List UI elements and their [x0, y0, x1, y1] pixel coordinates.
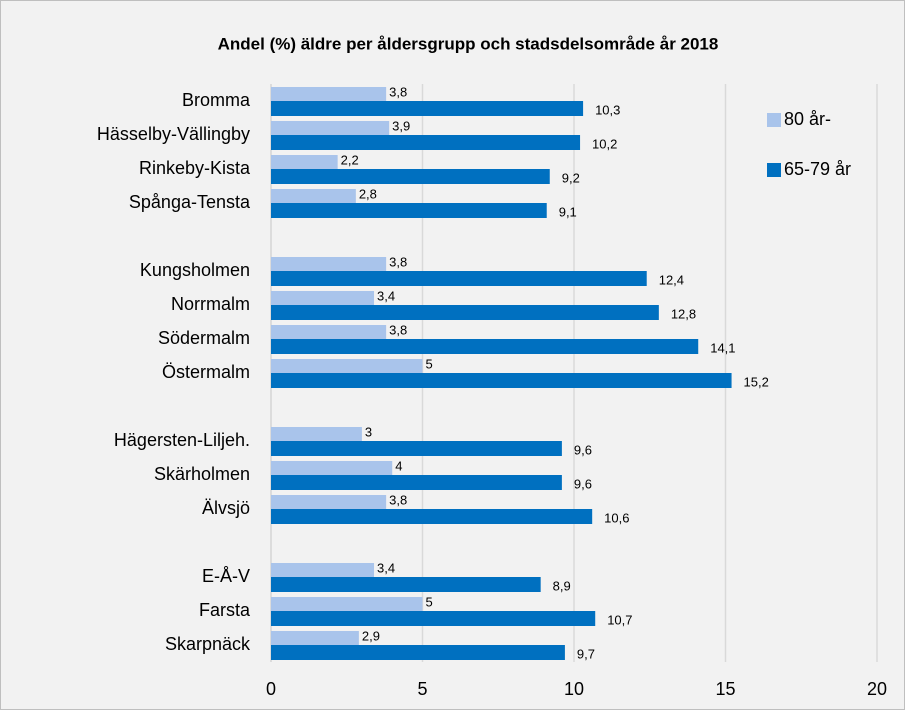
legend-label: 65-79 år: [784, 159, 851, 179]
value-label: 2,2: [341, 152, 359, 167]
category-label: Hässelby-Vällingby: [97, 124, 250, 144]
x-tick-label: 0: [266, 679, 276, 699]
category-label: Skärholmen: [154, 464, 250, 484]
category-label: E-Å-V: [202, 566, 250, 586]
bar: [271, 461, 393, 475]
value-label: 9,7: [577, 646, 595, 661]
value-label: 3,8: [389, 322, 407, 337]
x-tick-label: 20: [867, 679, 887, 699]
value-label: 4: [395, 458, 402, 473]
value-label: 12,8: [671, 306, 696, 321]
value-label: 15,2: [744, 374, 769, 389]
value-label: 9,6: [574, 442, 592, 457]
value-label: 9,1: [559, 204, 577, 219]
bar: [271, 597, 423, 611]
bar: [271, 101, 584, 116]
bar: [271, 121, 390, 135]
value-label: 10,7: [607, 612, 632, 627]
bar: [271, 611, 596, 626]
value-label: 3: [365, 424, 372, 439]
bar: [271, 495, 387, 509]
bar: [271, 271, 647, 286]
category-label: Norrmalm: [171, 294, 250, 314]
category-label: Älvsjö: [202, 498, 250, 518]
category-label: Östermalm: [162, 362, 250, 382]
bar: [271, 189, 356, 203]
bar: [271, 325, 387, 339]
category-label: Farsta: [199, 600, 251, 620]
value-label: 9,6: [574, 476, 592, 491]
bar: [271, 645, 565, 660]
bar: [271, 427, 362, 441]
x-tick-label: 15: [715, 679, 735, 699]
legend-label: 80 år-: [784, 109, 831, 129]
bar: [271, 339, 699, 354]
value-label: 3,4: [377, 288, 395, 303]
category-label: Södermalm: [158, 328, 250, 348]
value-label: 2,9: [362, 628, 380, 643]
x-tick-label: 5: [417, 679, 427, 699]
bar: [271, 257, 387, 271]
value-label: 3,8: [389, 254, 407, 269]
bar: [271, 155, 338, 169]
bar: [271, 169, 550, 184]
category-label: Skarpnäck: [165, 634, 251, 654]
bar: [271, 373, 732, 388]
value-label: 5: [426, 594, 433, 609]
bar: [271, 359, 423, 373]
bar: [271, 203, 547, 218]
category-label: Spånga-Tensta: [129, 192, 251, 212]
category-label: Rinkeby-Kista: [139, 158, 251, 178]
legend-swatch: [767, 113, 781, 127]
value-label: 12,4: [659, 272, 684, 287]
value-label: 10,3: [595, 102, 620, 117]
bar: [271, 509, 593, 524]
value-label: 9,2: [562, 170, 580, 185]
value-label: 3,4: [377, 560, 395, 575]
value-label: 10,2: [592, 136, 617, 151]
bar: [271, 135, 581, 150]
bar: [271, 577, 541, 592]
value-label: 10,6: [604, 510, 629, 525]
value-label: 3,9: [392, 118, 410, 133]
value-label: 3,8: [389, 84, 407, 99]
category-label: Hägersten-Liljeh.: [114, 430, 250, 450]
bar: [271, 305, 659, 320]
category-label: Bromma: [182, 90, 251, 110]
legend-swatch: [767, 163, 781, 177]
bar: [271, 87, 387, 101]
value-label: 5: [426, 356, 433, 371]
bar: [271, 441, 562, 456]
value-label: 2,8: [359, 186, 377, 201]
bar: [271, 563, 375, 577]
bar: [271, 631, 359, 645]
x-tick-label: 10: [564, 679, 584, 699]
bar: [271, 291, 375, 305]
chart-title: Andel (%) äldre per åldersgrupp och stad…: [218, 34, 719, 53]
value-label: 3,8: [389, 492, 407, 507]
category-label: Kungsholmen: [140, 260, 250, 280]
bar: [271, 475, 562, 490]
value-label: 8,9: [553, 578, 571, 593]
value-label: 14,1: [710, 340, 735, 355]
